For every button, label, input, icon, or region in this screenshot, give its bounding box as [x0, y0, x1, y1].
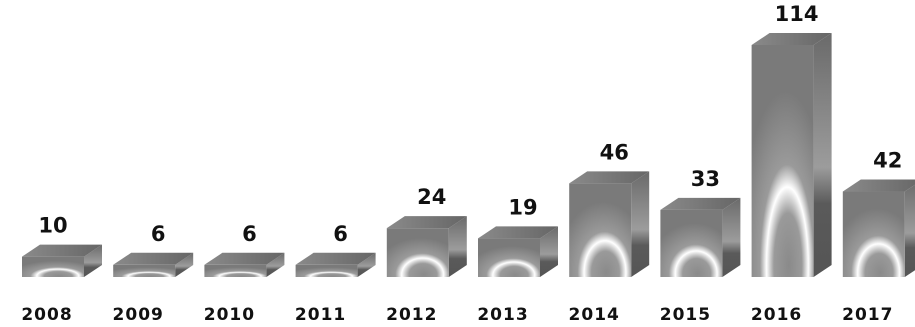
bar-front-face: [660, 209, 723, 277]
bar-front-face: [204, 264, 267, 277]
bar-side-face: [904, 184, 915, 277]
bar-top-face: [751, 33, 832, 45]
x-tick-2009: 2009: [113, 305, 164, 325]
bar-side-face: [84, 244, 102, 277]
x-tick-2010: 2010: [204, 305, 255, 325]
bar-2008: [22, 244, 102, 277]
bar-side-face: [631, 171, 650, 277]
bar-2017: [842, 179, 915, 277]
bar-side-face: [722, 197, 741, 277]
bar-top-face: [386, 216, 467, 229]
value-labels: 10 6 6 6 24 19 46 33 114 42: [38, 2, 902, 246]
value-label-2010: 6: [242, 222, 257, 246]
bar-2016: [751, 33, 832, 277]
bar-2009: [113, 252, 194, 277]
bar-2013: [478, 226, 558, 277]
x-tick-2015: 2015: [660, 305, 711, 325]
value-label-2014: 46: [600, 140, 629, 164]
x-tick-2017: 2017: [842, 305, 893, 325]
bar-2011: [295, 252, 376, 277]
bars-layer: [22, 33, 915, 277]
bar-front-face: [569, 183, 632, 277]
bar-front-face: [22, 256, 84, 277]
bar-side-face: [813, 33, 832, 277]
bar-side-face: [357, 252, 376, 277]
bar-2012: [386, 216, 467, 277]
bar-top-face: [295, 252, 376, 265]
bar-side-face: [175, 252, 194, 277]
bar-side-face: [540, 226, 558, 277]
value-label-2009: 6: [151, 222, 166, 246]
value-label-2012: 24: [417, 185, 446, 209]
bar-2010: [204, 252, 285, 277]
bar-2014: [569, 171, 650, 277]
value-label-2011: 6: [333, 222, 348, 246]
bar-top-face: [204, 252, 285, 265]
x-tick-2008: 2008: [21, 305, 72, 325]
bar-top-face: [842, 179, 915, 192]
bar-top-face: [569, 171, 650, 184]
x-tick-2013: 2013: [477, 305, 528, 325]
bar-front-face: [295, 264, 358, 277]
x-tick-2014: 2014: [569, 305, 620, 325]
bar-front-face: [113, 264, 176, 277]
value-label-2008: 10: [38, 214, 67, 238]
bar-front-face: [478, 238, 540, 277]
x-tick-2016: 2016: [751, 305, 802, 325]
bar-top-face: [660, 197, 741, 210]
bar-top-face: [22, 244, 102, 257]
x-tick-2012: 2012: [386, 305, 437, 325]
value-label-2013: 19: [508, 195, 537, 219]
bar-side-face: [266, 252, 285, 277]
bar-top-face: [478, 226, 558, 239]
bar-front-face: [386, 228, 449, 277]
x-tick-2011: 2011: [295, 305, 346, 325]
bar-2015: [660, 197, 741, 277]
bar-front-face: [751, 45, 814, 277]
value-label-2017: 42: [873, 149, 902, 173]
bar-top-face: [113, 252, 194, 265]
x-axis-ticks: 2008 2009 2010 2011 2012 2013 2014 2015 2016 2017: [21, 305, 893, 325]
value-label-2015: 33: [691, 167, 720, 191]
value-label-2016: 114: [775, 2, 819, 26]
bar-side-face: [448, 216, 467, 277]
bar-front-face: [842, 191, 905, 277]
